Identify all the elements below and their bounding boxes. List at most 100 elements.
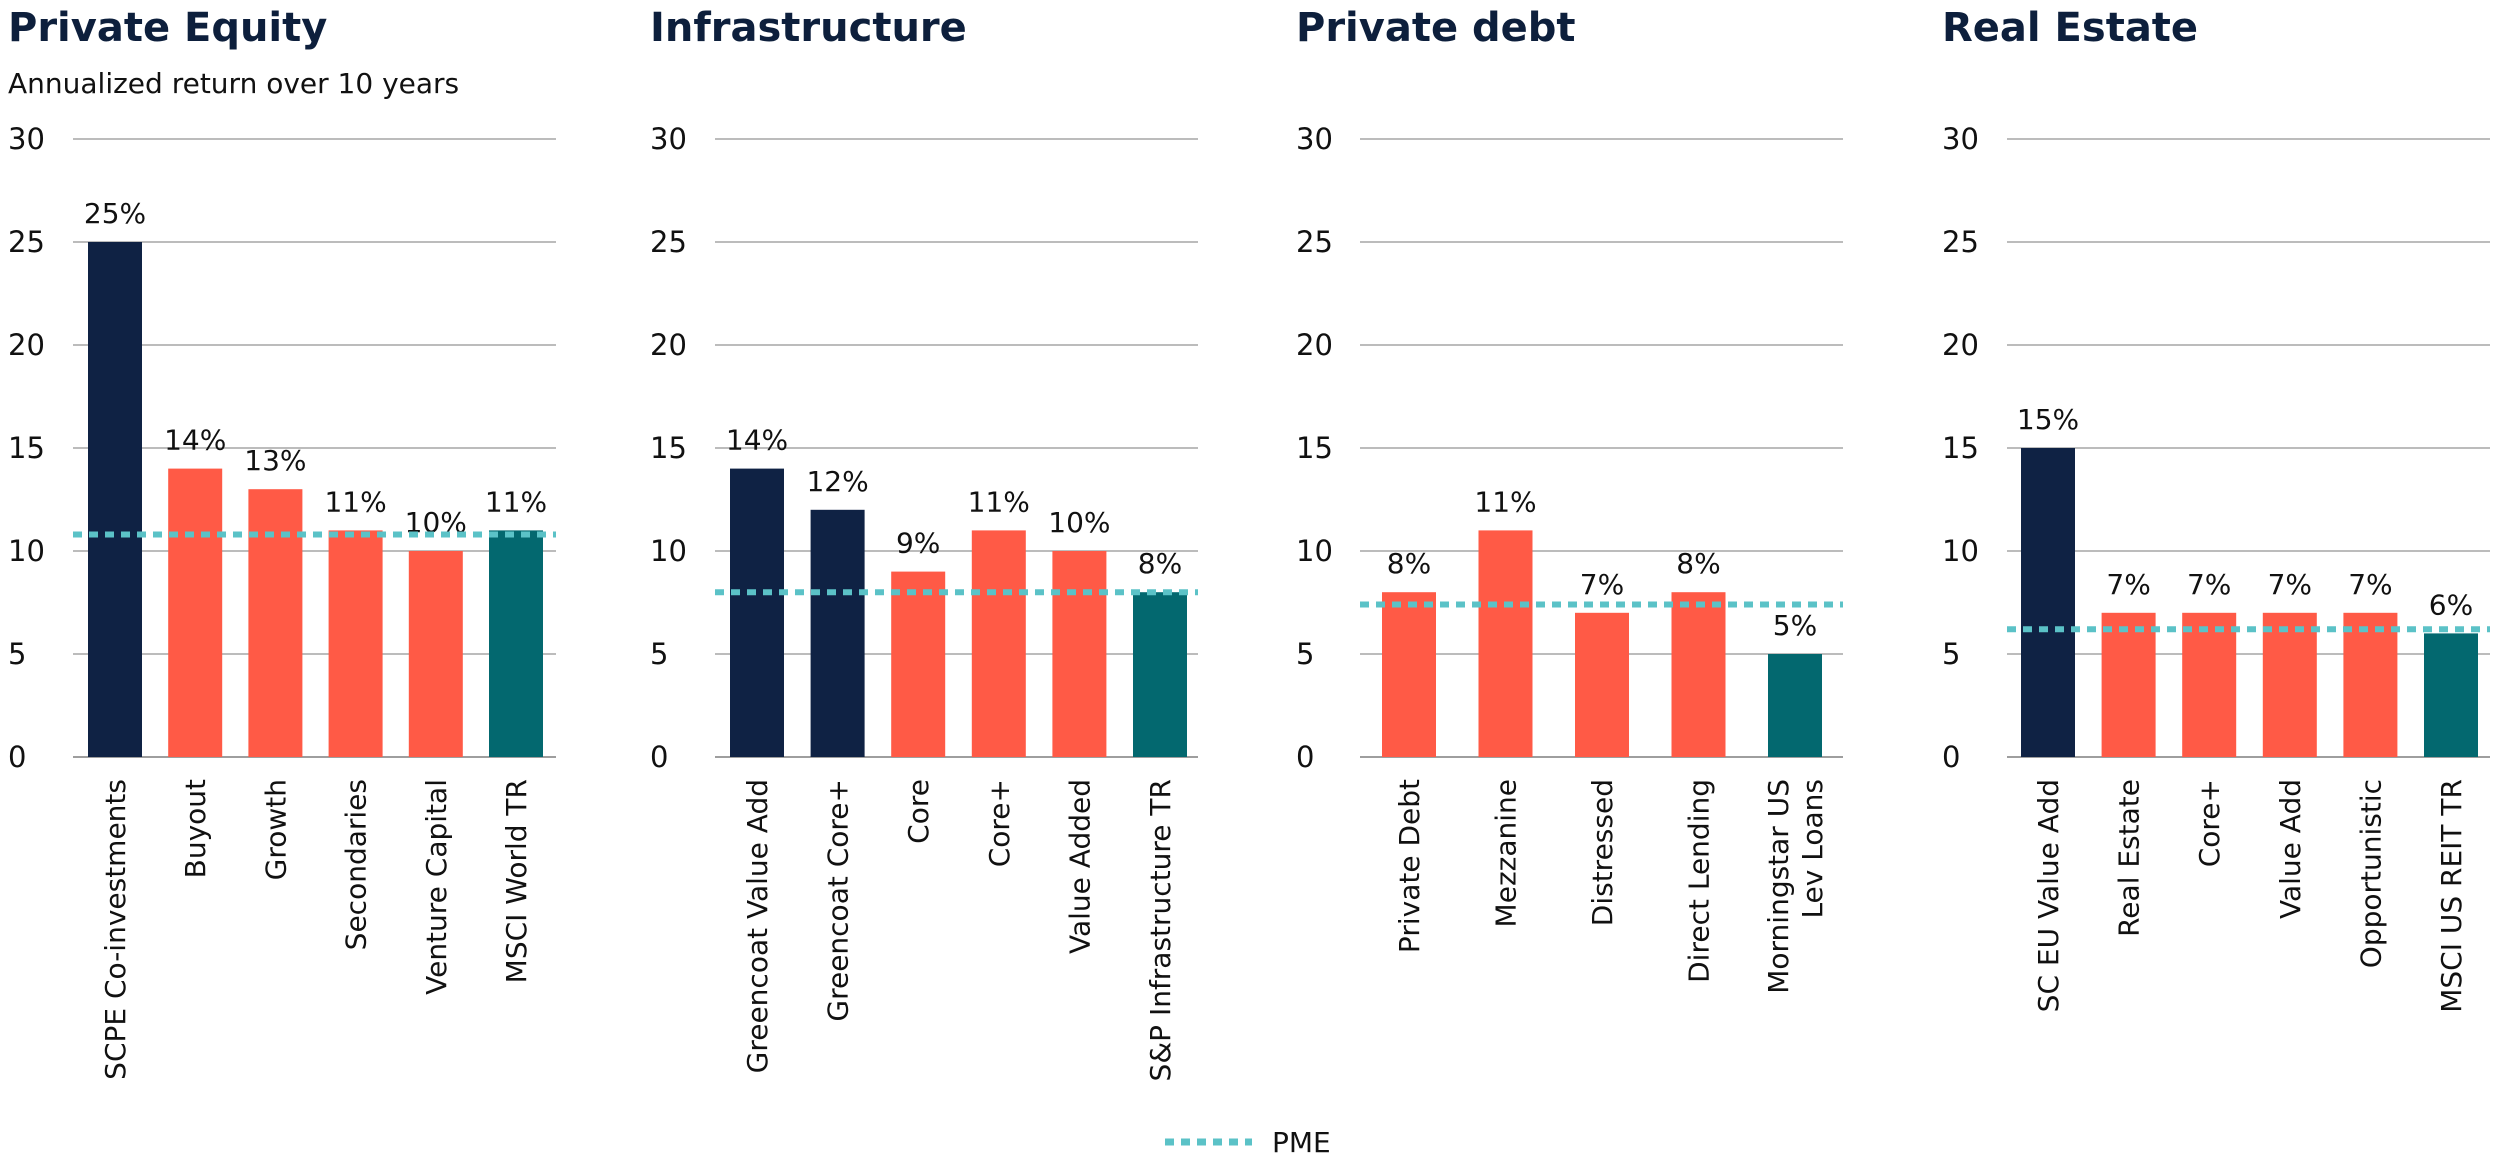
bar-benchmark <box>489 530 543 757</box>
category-label-line: Venture Capital <box>420 779 453 995</box>
bar-peer <box>1575 612 1629 757</box>
bar-highlight <box>810 509 865 757</box>
category-label: Core <box>902 779 935 844</box>
category-label: Morningstar USLev Loans <box>1762 779 1829 994</box>
data-label: 14% <box>164 424 226 457</box>
category-label: Opportunistic <box>2354 779 2387 968</box>
bar-peer <box>2182 612 2237 757</box>
data-label: 7% <box>2268 568 2312 601</box>
y-tick-label: 0 <box>1296 740 1314 774</box>
y-tick-label: 15 <box>8 431 45 465</box>
y-tick-label: 5 <box>650 637 668 671</box>
y-tick-label: 30 <box>1942 122 1979 156</box>
category-label: Venture Capital <box>420 779 453 995</box>
data-label: 9% <box>896 527 940 560</box>
bar-peer <box>971 530 1026 757</box>
y-tick-label: 10 <box>1942 534 1979 568</box>
category-label-line: Core <box>902 779 935 844</box>
data-label: 11% <box>1474 485 1536 518</box>
category-label-line: MSCI US REIT TR <box>2435 779 2468 1013</box>
y-tick-label: 10 <box>8 534 45 568</box>
data-label: 7% <box>2187 568 2231 601</box>
panel-title: Real Estate <box>1942 5 2198 51</box>
legend-pme-label: PME <box>1272 1126 1331 1159</box>
data-label: 11% <box>324 485 386 518</box>
bar-peer <box>2101 612 2156 757</box>
category-label: Distressed <box>1586 779 1619 926</box>
category-label: SC EU Value Add <box>2032 779 2065 1012</box>
data-label: 7% <box>1580 568 1624 601</box>
data-label: 13% <box>244 444 306 477</box>
data-label: 25% <box>84 197 146 230</box>
category-label-line: MSCI World TR <box>500 779 533 983</box>
y-tick-label: 0 <box>650 740 668 774</box>
category-label-line: Distressed <box>1586 779 1619 926</box>
y-tick-label: 0 <box>8 740 26 774</box>
category-label-line: Mezzanine <box>1490 779 1523 927</box>
category-label-line: Lev Loans <box>1796 779 1829 919</box>
category-label-line: SC EU Value Add <box>2032 779 2065 1012</box>
y-tick-label: 30 <box>650 122 687 156</box>
y-tick-label: 10 <box>1296 534 1333 568</box>
category-label: Mezzanine <box>1490 779 1523 927</box>
y-tick-label: 20 <box>8 328 45 362</box>
category-label-line: Private Debt <box>1393 779 1426 953</box>
category-label: Core+ <box>2193 779 2226 867</box>
bar-highlight <box>88 242 142 757</box>
data-label: 11% <box>968 485 1030 518</box>
legend: PME <box>1165 1126 1331 1159</box>
y-tick-label: 20 <box>1296 328 1333 362</box>
panel-title: Private debt <box>1296 5 1576 51</box>
category-label: Value Add <box>2274 779 2307 919</box>
panel-title: Private Equity <box>8 5 327 51</box>
y-tick-label: 25 <box>8 225 45 259</box>
category-label: Growth <box>259 779 292 880</box>
y-tick-label: 25 <box>650 225 687 259</box>
category-label: MSCI World TR <box>500 779 533 983</box>
category-label-line: Buyout <box>179 779 212 878</box>
category-label-line: Morningstar US <box>1762 779 1795 994</box>
category-label: Private Debt <box>1393 779 1426 953</box>
category-label: Buyout <box>179 779 212 878</box>
data-label: 11% <box>485 485 547 518</box>
y-tick-label: 20 <box>1942 328 1979 362</box>
bar-peer <box>168 468 223 757</box>
y-tick-label: 25 <box>1296 225 1333 259</box>
data-label: 15% <box>2017 403 2079 436</box>
category-label: SCPE Co-investments <box>99 779 132 1080</box>
data-label: 8% <box>1387 547 1431 580</box>
panel-3: Real Estate 0 5 10 15 20 25 30 15% SC EU Value Ad… <box>1942 5 2490 1013</box>
chart-subtitle: Annualized return over 10 years <box>8 67 459 100</box>
bar-benchmark <box>1768 654 1822 757</box>
category-label: Value Added <box>1063 779 1096 954</box>
bar-peer <box>248 489 303 757</box>
data-label: 5% <box>1773 609 1817 642</box>
y-tick-label: 5 <box>1296 637 1314 671</box>
category-label-line: Secondaries <box>340 779 373 950</box>
data-label: 14% <box>726 424 788 457</box>
bar-peer <box>2262 612 2317 757</box>
category-label: Secondaries <box>340 779 373 950</box>
chart-panels: Private Equity 0 5 10 15 20 25 30 25% SCPE Co-inv… <box>8 5 2490 1081</box>
data-label: 10% <box>1048 506 1110 539</box>
data-label: 8% <box>1138 547 1182 580</box>
category-label-line: Core+ <box>983 779 1016 867</box>
category-label: Real Estate <box>2113 779 2146 937</box>
category-label: Greencoat Core+ <box>822 779 855 1022</box>
data-label: 7% <box>2348 568 2392 601</box>
panel-title: Infrastructure <box>650 5 967 51</box>
bar-highlight <box>730 468 784 757</box>
category-label-line: Core+ <box>2193 779 2226 867</box>
category-label: S&P Infrastructure TR <box>1144 779 1177 1081</box>
bar-peer <box>1382 592 1436 757</box>
panel-1: Infrastructure 0 5 10 15 20 25 30 14% Greencoat V… <box>650 5 1198 1081</box>
y-tick-label: 5 <box>1942 637 1960 671</box>
category-label-line: Real Estate <box>2113 779 2146 937</box>
bar-benchmark <box>1133 592 1187 757</box>
data-label: 7% <box>2106 568 2150 601</box>
data-label: 12% <box>806 465 868 498</box>
panel-2: Private debt 0 5 10 15 20 25 30 8% Private Debt 11… <box>1296 5 1843 994</box>
category-label: Direct Lending <box>1683 779 1716 983</box>
category-label: Core+ <box>983 779 1016 867</box>
